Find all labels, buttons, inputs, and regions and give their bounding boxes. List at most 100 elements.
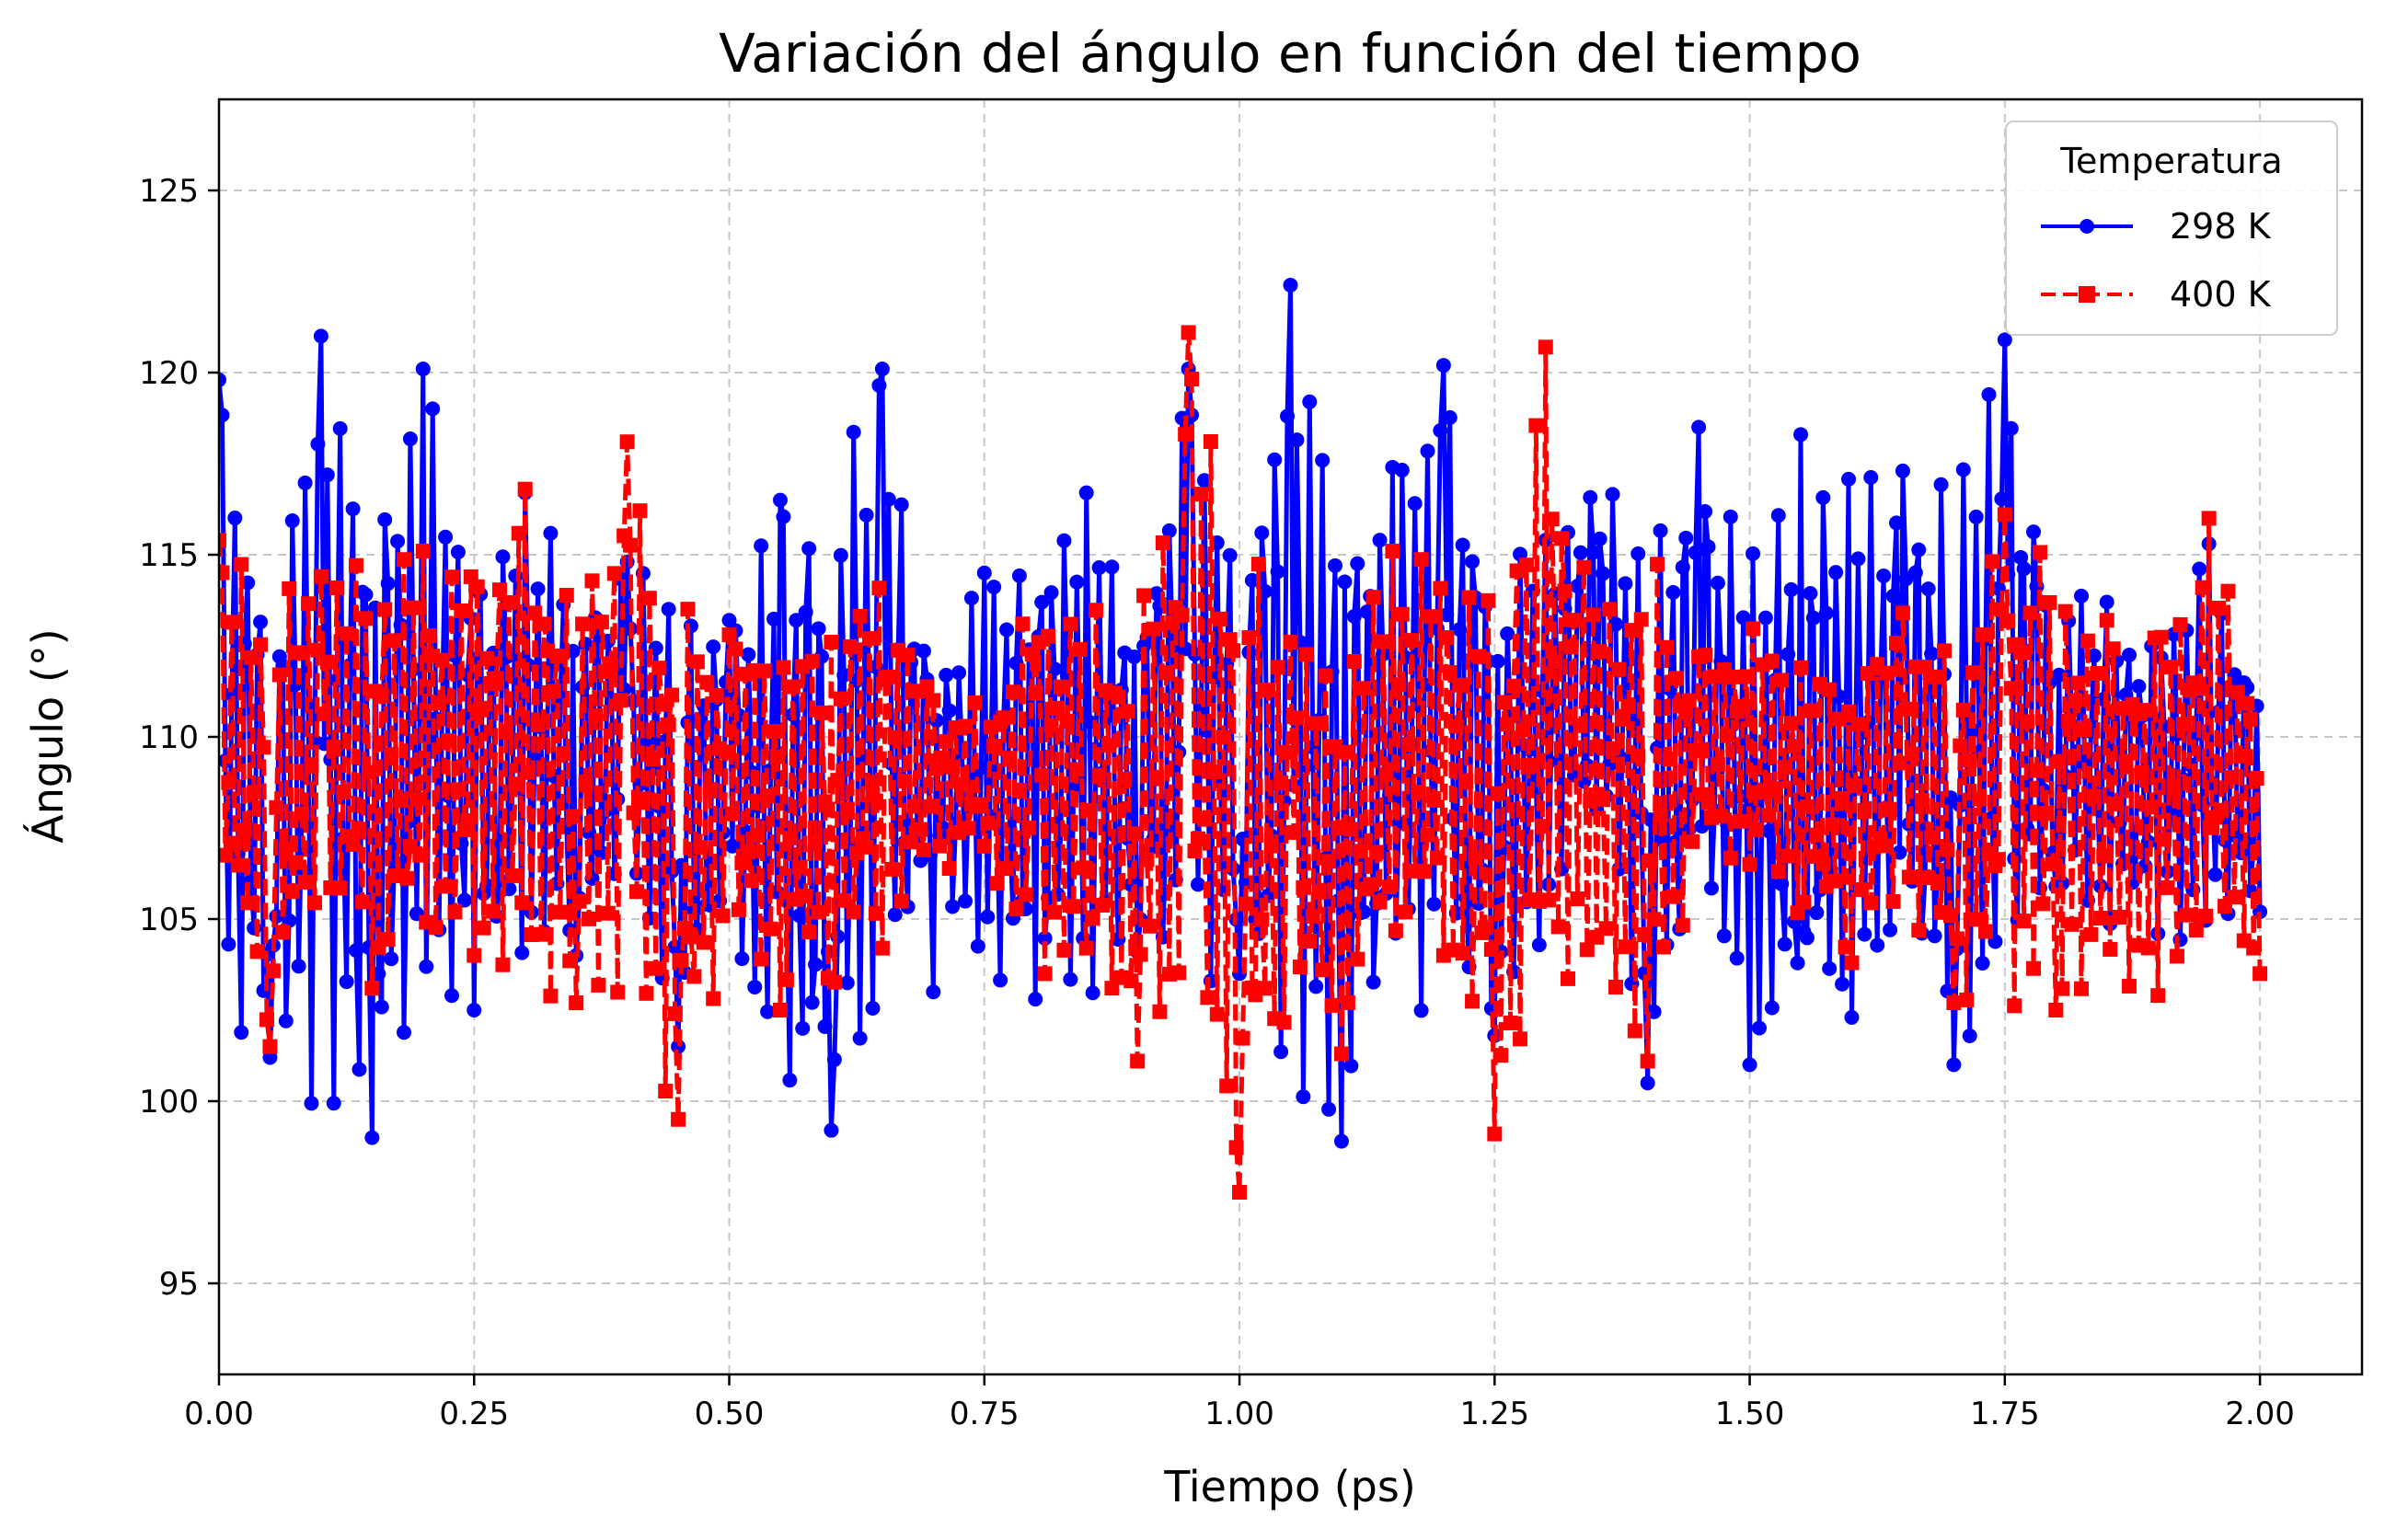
data-point-400-k — [1975, 627, 1990, 643]
data-point-400-k — [441, 733, 456, 749]
data-point-298-k — [804, 994, 820, 1010]
data-point-298-k — [1885, 588, 1901, 603]
data-point-400-k — [1190, 831, 1205, 846]
data-point-298-k — [438, 529, 454, 545]
data-point-400-k — [1602, 602, 1618, 617]
data-point-400-k — [234, 557, 249, 572]
data-point-400-k — [1503, 1015, 1518, 1030]
data-point-400-k — [1681, 693, 1697, 708]
data-point-400-k — [2112, 909, 2127, 925]
data-point-298-k — [1605, 487, 1620, 502]
data-point-400-k — [1400, 737, 1416, 753]
data-point-298-k — [754, 538, 769, 554]
data-point-400-k — [2020, 714, 2035, 730]
data-point-298-k — [1490, 653, 1505, 669]
data-point-298-k — [795, 1020, 811, 1036]
data-point-400-k — [2223, 769, 2239, 785]
data-point-400-k — [1722, 850, 1738, 866]
data-point-298-k — [313, 328, 328, 344]
data-point-400-k — [2121, 978, 2137, 994]
data-point-400-k — [546, 684, 561, 699]
data-point-298-k — [1063, 971, 1078, 987]
data-point-400-k — [2029, 763, 2045, 778]
data-point-298-k — [2099, 594, 2114, 610]
data-point-298-k — [808, 957, 824, 972]
data-point-400-k — [817, 794, 833, 810]
data-point-298-k — [1078, 485, 1094, 500]
data-point-400-k — [397, 552, 412, 568]
data-point-400-k — [2157, 832, 2172, 847]
data-point-400-k — [354, 894, 370, 910]
data-point-400-k — [1774, 672, 1790, 688]
data-point-400-k — [434, 652, 450, 668]
data-point-400-k — [824, 635, 839, 650]
data-point-298-k — [1585, 545, 1601, 560]
y-tick-label: 125 — [139, 173, 199, 210]
data-point-400-k — [1318, 668, 1333, 684]
data-point-298-k — [1570, 579, 1585, 594]
data-point-298-k — [377, 511, 393, 527]
data-point-400-k — [2080, 633, 2095, 649]
data-point-400-k — [1461, 590, 1477, 605]
data-point-400-k — [1024, 647, 1040, 662]
data-point-298-k — [760, 1004, 776, 1019]
data-point-298-k — [1280, 408, 1296, 424]
data-point-400-k — [1640, 1053, 1655, 1069]
data-point-400-k — [1850, 717, 1866, 732]
data-point-400-k — [1748, 822, 1764, 838]
x-tick-label: 1.00 — [1204, 1396, 1274, 1432]
data-point-400-k — [1302, 933, 1318, 948]
data-point-298-k — [1761, 823, 1777, 839]
data-point-400-k — [319, 654, 335, 670]
data-point-400-k — [1487, 1126, 1503, 1142]
data-point-298-k — [253, 615, 269, 630]
data-point-298-k — [1924, 646, 1940, 661]
data-point-298-k — [1321, 1101, 1337, 1117]
data-point-400-k — [1483, 942, 1499, 958]
data-point-400-k — [1490, 786, 1505, 801]
data-point-400-k — [262, 1039, 278, 1054]
data-point-400-k — [2153, 629, 2169, 645]
data-point-400-k — [1655, 939, 1671, 955]
legend-box — [2005, 121, 2338, 336]
data-point-400-k — [1203, 433, 1218, 449]
data-point-400-k — [1557, 583, 1573, 599]
data-point-400-k — [1506, 678, 1522, 694]
data-point-400-k — [632, 503, 648, 519]
data-point-298-k — [2013, 549, 2029, 565]
data-point-400-k — [1513, 1031, 1528, 1047]
data-point-400-k — [1793, 660, 1809, 675]
data-point-400-k — [1566, 613, 1582, 628]
data-point-400-k — [702, 782, 718, 798]
data-point-400-k — [791, 859, 807, 875]
data-point-298-k — [1997, 332, 2012, 348]
data-point-400-k — [2007, 998, 2022, 1014]
x-axis-label: Tiempo (ps) — [1163, 1462, 1416, 1511]
data-point-400-k — [1413, 552, 1429, 568]
data-point-400-k — [2026, 960, 2042, 976]
data-point-298-k — [1962, 1029, 1977, 1044]
data-point-298-k — [993, 972, 1008, 988]
legend-marker-298k — [2080, 219, 2094, 234]
data-point-400-k — [1518, 557, 1534, 573]
data-point-400-k — [996, 710, 1011, 726]
data-point-298-k — [1975, 955, 1990, 971]
data-point-298-k — [1870, 937, 1885, 953]
data-point-400-k — [1315, 962, 1331, 978]
data-point-400-k — [1561, 971, 1576, 986]
data-point-400-k — [1222, 632, 1238, 648]
data-point-298-k — [1678, 530, 1694, 546]
data-point-400-k — [1885, 893, 1901, 909]
data-point-400-k — [1238, 896, 1253, 912]
data-point-298-k — [1710, 575, 1725, 591]
data-point-298-k — [2016, 561, 2032, 577]
data-point-400-k — [967, 695, 983, 710]
data-point-298-k — [791, 908, 807, 924]
data-point-400-k — [1082, 802, 1098, 818]
data-point-298-k — [1283, 277, 1298, 293]
data-point-298-k — [304, 1096, 319, 1111]
data-point-400-k — [1841, 704, 1857, 719]
data-point-298-k — [419, 959, 434, 974]
data-point-298-k — [1828, 565, 1844, 580]
y-tick-label: 95 — [159, 1266, 199, 1303]
